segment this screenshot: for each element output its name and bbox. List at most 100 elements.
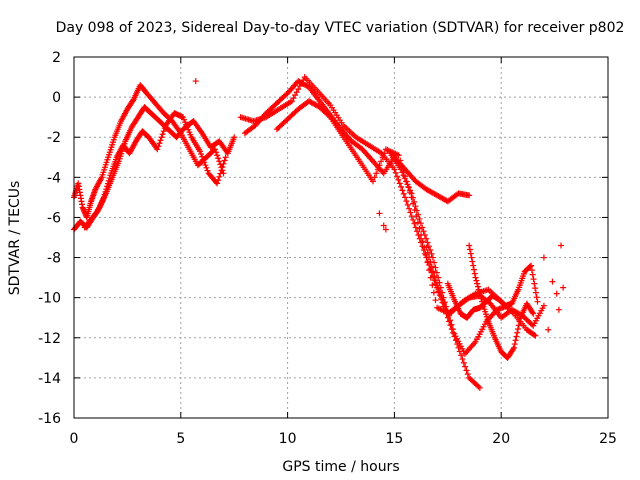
data-point bbox=[428, 250, 435, 257]
data-point bbox=[516, 318, 523, 325]
data-point bbox=[478, 295, 485, 302]
data-point bbox=[407, 209, 414, 216]
data-point bbox=[424, 259, 431, 266]
data-point bbox=[398, 183, 405, 190]
data-point bbox=[438, 293, 445, 300]
data-point bbox=[296, 83, 303, 90]
data-point bbox=[394, 173, 401, 180]
data-point bbox=[472, 274, 479, 281]
data-point bbox=[391, 166, 398, 173]
data-point bbox=[432, 264, 439, 271]
data-point bbox=[376, 162, 383, 169]
data-point bbox=[470, 266, 477, 273]
data-point bbox=[426, 254, 433, 261]
y-tick-label: -10 bbox=[38, 291, 61, 307]
data-point bbox=[477, 292, 484, 299]
data-point bbox=[431, 273, 438, 280]
data-point bbox=[220, 160, 227, 167]
data-point bbox=[416, 225, 423, 232]
data-point bbox=[408, 190, 415, 197]
data-point bbox=[419, 238, 426, 245]
data-point bbox=[406, 205, 413, 212]
data-point bbox=[463, 367, 470, 374]
data-point bbox=[200, 156, 207, 163]
tick-layer: 0 5 10 15 20 25 -16 -14 -12 -10 -8 -6 -4 -2 0 2 bbox=[38, 50, 617, 447]
data-point bbox=[399, 187, 406, 194]
data-point bbox=[231, 134, 238, 141]
data-point bbox=[106, 175, 113, 182]
data-point bbox=[407, 187, 414, 194]
data-point bbox=[413, 207, 420, 214]
data-point bbox=[545, 326, 552, 333]
data-point bbox=[402, 194, 409, 201]
data-point bbox=[515, 322, 522, 329]
data-point bbox=[528, 321, 535, 328]
data-point bbox=[404, 181, 411, 188]
data-point bbox=[373, 170, 380, 177]
data-point bbox=[467, 250, 474, 257]
data-point bbox=[476, 384, 483, 391]
x-axis-label: GPS time / hours bbox=[282, 459, 399, 475]
data-point bbox=[103, 186, 110, 193]
data-point bbox=[198, 151, 205, 158]
data-point bbox=[434, 282, 441, 289]
data-point bbox=[471, 270, 478, 277]
data-point bbox=[435, 274, 442, 281]
data-point bbox=[293, 89, 300, 96]
data-point bbox=[219, 164, 226, 171]
data-point bbox=[213, 149, 220, 156]
data-point bbox=[529, 309, 536, 316]
data-point bbox=[204, 167, 211, 174]
data-point bbox=[396, 180, 403, 187]
y-tick-label: -8 bbox=[47, 251, 61, 267]
data-point bbox=[476, 289, 483, 296]
data-point bbox=[540, 302, 547, 309]
y-tick-label: -6 bbox=[47, 210, 61, 226]
data-points bbox=[71, 74, 567, 391]
data-point bbox=[298, 80, 305, 87]
data-point bbox=[442, 303, 449, 310]
data-point bbox=[549, 278, 556, 285]
data-point bbox=[466, 242, 473, 249]
data-point bbox=[157, 137, 164, 144]
data-point bbox=[533, 294, 540, 301]
data-point bbox=[415, 211, 422, 218]
data-point bbox=[529, 271, 536, 278]
data-point bbox=[411, 220, 418, 227]
data-point bbox=[427, 258, 434, 265]
data-point bbox=[431, 259, 438, 266]
data-point bbox=[215, 177, 222, 184]
data-point bbox=[216, 173, 223, 180]
data-point bbox=[462, 363, 469, 370]
data-point bbox=[409, 194, 416, 201]
data-point bbox=[424, 239, 431, 246]
data-point bbox=[469, 258, 476, 265]
data-point bbox=[374, 166, 381, 173]
y-tick-label: -4 bbox=[47, 170, 61, 186]
data-point bbox=[214, 180, 221, 187]
data-point bbox=[197, 148, 204, 155]
data-point bbox=[412, 224, 419, 231]
data-point bbox=[560, 284, 567, 291]
data-point bbox=[203, 164, 210, 171]
data-point bbox=[458, 352, 465, 359]
data-point bbox=[449, 326, 456, 333]
data-point bbox=[397, 166, 404, 173]
data-point bbox=[427, 274, 434, 281]
data-point bbox=[511, 344, 518, 351]
data-point bbox=[130, 97, 137, 104]
data-point bbox=[466, 246, 473, 253]
data-point bbox=[558, 242, 565, 249]
data-point bbox=[156, 140, 163, 147]
data-point bbox=[540, 254, 547, 261]
data-point bbox=[430, 289, 437, 296]
data-point bbox=[102, 188, 109, 195]
y-tick-label: -14 bbox=[38, 371, 61, 387]
data-point bbox=[514, 329, 521, 336]
data-point bbox=[380, 222, 387, 229]
x-tick-label: 5 bbox=[176, 431, 185, 447]
data-point bbox=[158, 134, 165, 141]
data-point bbox=[211, 146, 218, 153]
grid-layer bbox=[74, 57, 608, 418]
data-point bbox=[436, 289, 443, 296]
